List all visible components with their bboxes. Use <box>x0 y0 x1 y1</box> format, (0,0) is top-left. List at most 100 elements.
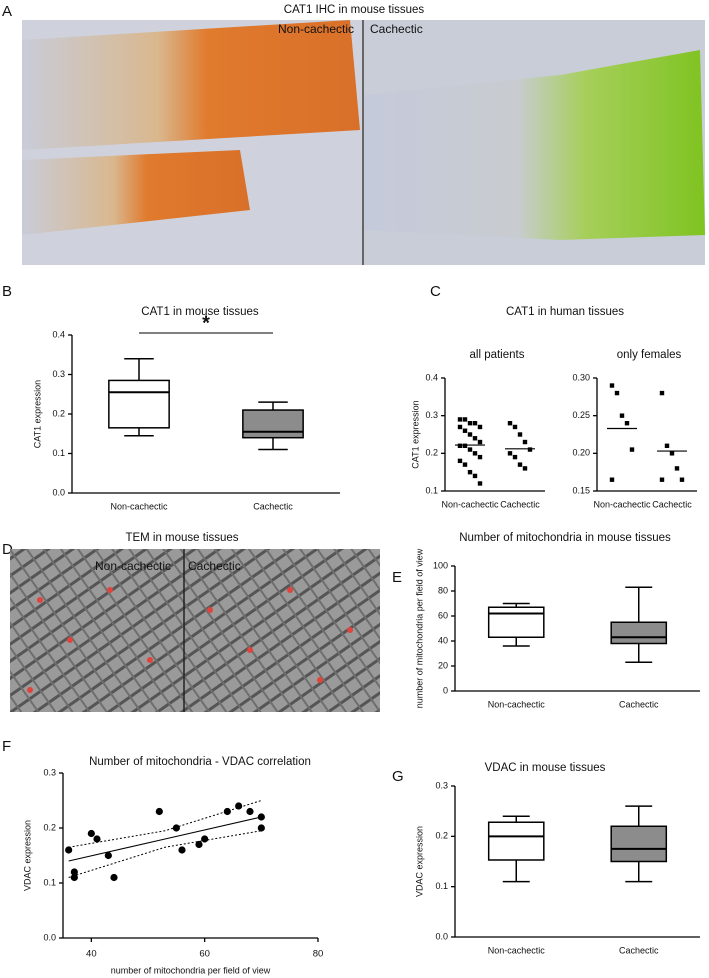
y-tick-label: 0.2 <box>425 448 438 458</box>
ihc-stain <box>22 150 250 235</box>
dot <box>624 421 630 426</box>
x-tick-label: Non-cachectic <box>593 499 651 509</box>
x-axis-label: number of mitochondria per field of view <box>111 965 271 975</box>
dot <box>674 466 680 471</box>
fit-line <box>68 816 262 862</box>
y-tick-label: 80 <box>438 585 448 595</box>
dot <box>522 439 528 445</box>
x-tick-label: Cachectic <box>652 499 692 509</box>
point <box>178 846 186 854</box>
y-tick-label: 0.2 <box>52 408 65 418</box>
dot <box>614 390 620 396</box>
dot <box>679 477 685 482</box>
box <box>487 821 545 861</box>
y-tick-label: 0.2 <box>43 822 56 832</box>
dot <box>472 421 478 426</box>
y-axis-label: VDAC expression <box>414 826 424 897</box>
confidence-band <box>68 830 262 878</box>
x-tick-label: Cachectic <box>619 945 659 955</box>
y-tick-label: 100 <box>433 560 448 570</box>
dot <box>609 477 615 482</box>
x-tick-label: 60 <box>199 949 210 960</box>
box <box>487 606 545 638</box>
point <box>93 835 101 843</box>
dot <box>467 421 473 426</box>
dot <box>477 424 483 430</box>
dot <box>477 454 483 460</box>
point <box>201 835 209 843</box>
y-axis-label: CAT1 expression <box>410 400 420 468</box>
y-axis-label: number of mitochondria per field of view <box>414 548 424 708</box>
image-label: Non-cachectic <box>278 22 354 36</box>
y-tick-label: 0.0 <box>52 487 65 497</box>
ihc-stain <box>22 20 360 150</box>
chart-title: all patients <box>470 349 525 361</box>
y-tick-label: 0.30 <box>572 372 590 382</box>
image-label: Cachectic <box>188 559 241 573</box>
y-tick-label: 0.3 <box>43 767 56 777</box>
point <box>104 851 112 860</box>
chart-title: VDAC in mouse tissues <box>485 762 606 774</box>
point <box>70 873 78 882</box>
panel-letter: A <box>2 3 12 20</box>
image-label: Non-cachectic <box>95 559 171 573</box>
dot <box>467 432 473 437</box>
panel-letter: B <box>2 283 12 300</box>
dot <box>477 439 483 445</box>
confidence-band <box>68 800 262 848</box>
dot <box>527 447 533 452</box>
dot <box>472 451 478 456</box>
box <box>242 409 304 439</box>
image-title: CAT1 IHC in mouse tissues <box>284 4 425 16</box>
dot <box>664 443 670 448</box>
point <box>87 829 95 838</box>
y-tick-label: 0.0 <box>435 931 448 941</box>
dot <box>467 447 473 452</box>
tem-image <box>10 549 380 712</box>
dot <box>517 432 523 437</box>
box <box>108 379 170 429</box>
dot <box>609 383 615 388</box>
point <box>223 807 231 816</box>
dot <box>512 424 518 430</box>
x-tick-label: Cachectic <box>253 501 293 511</box>
box <box>610 621 668 645</box>
dot <box>467 469 473 475</box>
dot <box>619 413 625 418</box>
dot <box>472 473 478 479</box>
dot <box>457 417 463 422</box>
group-title: CAT1 in human tissues <box>506 306 624 318</box>
panel-letter: D <box>2 541 13 558</box>
ihc-stain <box>364 50 705 240</box>
y-tick-label: 0.20 <box>572 448 590 458</box>
dot <box>659 390 665 396</box>
y-tick-label: 0 <box>443 685 448 695</box>
y-tick-label: 0.1 <box>425 485 438 495</box>
x-tick-label: Non-cachectic <box>441 499 499 509</box>
chart-title: CAT1 in mouse tissues <box>141 306 259 318</box>
dot <box>472 436 478 441</box>
x-tick-label: Non-cachectic <box>488 699 546 709</box>
point <box>172 824 180 832</box>
x-tick-label: 80 <box>313 949 324 960</box>
panel-letter: G <box>392 768 404 785</box>
dot <box>462 417 468 422</box>
dot <box>457 458 463 464</box>
panel-letter: F <box>2 738 11 755</box>
dot <box>512 454 518 460</box>
y-tick-label: 0.1 <box>52 448 65 458</box>
dot <box>507 451 513 456</box>
x-tick-label: Non-cachectic <box>110 501 168 511</box>
y-axis-label: CAT1 expression <box>32 380 42 448</box>
dot <box>457 443 463 448</box>
y-tick-label: 0.3 <box>435 780 448 790</box>
x-tick-label: Non-cachectic <box>488 945 546 955</box>
y-tick-label: 0.3 <box>425 410 438 420</box>
chart-title: only females <box>617 349 682 361</box>
y-tick-label: 0.4 <box>425 372 438 382</box>
image-title: TEM in mouse tissues <box>125 532 238 544</box>
point <box>110 873 118 882</box>
x-tick-label: Cachectic <box>619 699 659 709</box>
y-tick-label: 60 <box>438 610 448 620</box>
point <box>65 846 73 854</box>
